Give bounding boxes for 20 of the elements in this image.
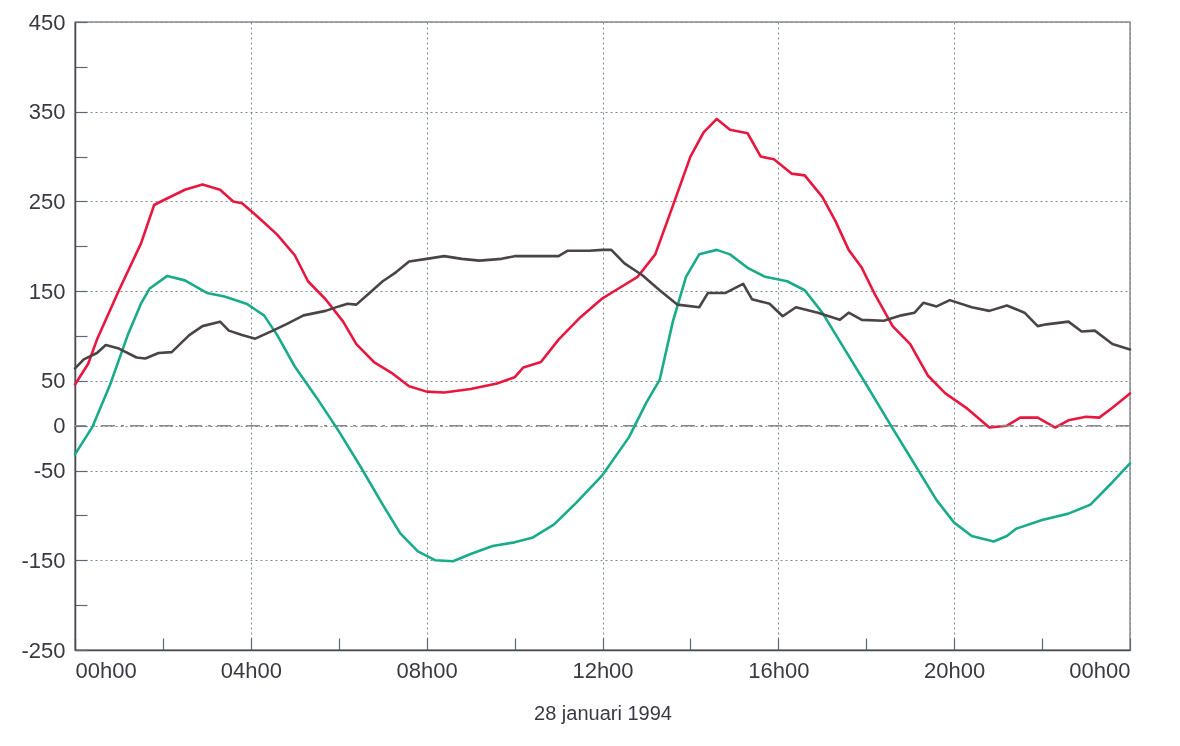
x-axis-title: 28 januari 1994 [534, 701, 672, 724]
x-tick-label: 16h00 [748, 657, 810, 683]
x-tick-label: 00h00 [1069, 657, 1131, 683]
y-tick-label: -150 [21, 547, 66, 573]
y-tick-label: -50 [33, 458, 66, 484]
y-tick-label: -250 [21, 637, 66, 663]
y-tick-label: 0 [53, 413, 66, 439]
line-series [73, 248, 1132, 370]
line-series [73, 248, 1132, 563]
x-tick-label: 20h00 [924, 657, 986, 683]
line-series [73, 117, 1132, 429]
x-tick-label: 12h00 [572, 657, 634, 683]
y-tick-label: 250 [28, 188, 66, 214]
x-tick-label: 00h00 [75, 657, 137, 683]
x-tick-label: 08h00 [396, 657, 458, 683]
y-tick-label: 450 [28, 9, 66, 35]
x-tick-label: 04h00 [220, 657, 282, 683]
y-tick-label: 350 [28, 99, 66, 125]
y-tick-label: 150 [28, 278, 66, 304]
y-tick-label: 50 [41, 368, 66, 394]
